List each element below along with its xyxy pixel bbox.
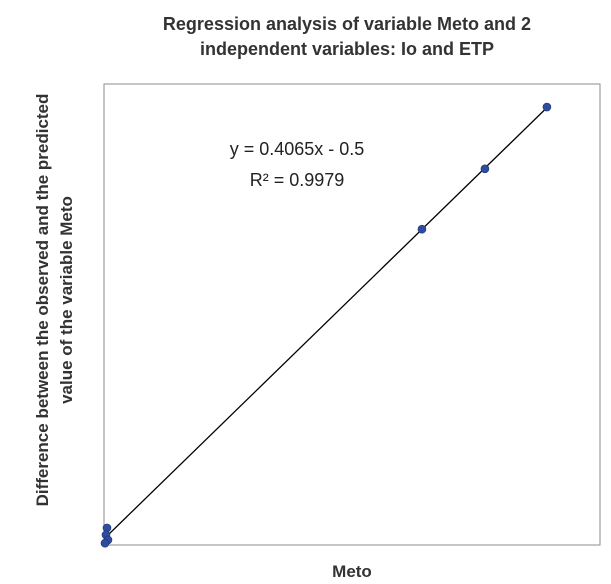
x-axis-label: Meto [332, 562, 372, 581]
point [480, 164, 490, 174]
point [100, 538, 110, 548]
chart-title: Regression analysis of variable Meto and… [162, 14, 532, 59]
r-squared: R² = 0.9979 [250, 170, 345, 190]
trendline [104, 107, 548, 539]
point [417, 224, 427, 234]
plot-area [103, 83, 601, 546]
point [542, 102, 552, 112]
equation: y = 0.4065x - 0.5 [230, 139, 365, 159]
